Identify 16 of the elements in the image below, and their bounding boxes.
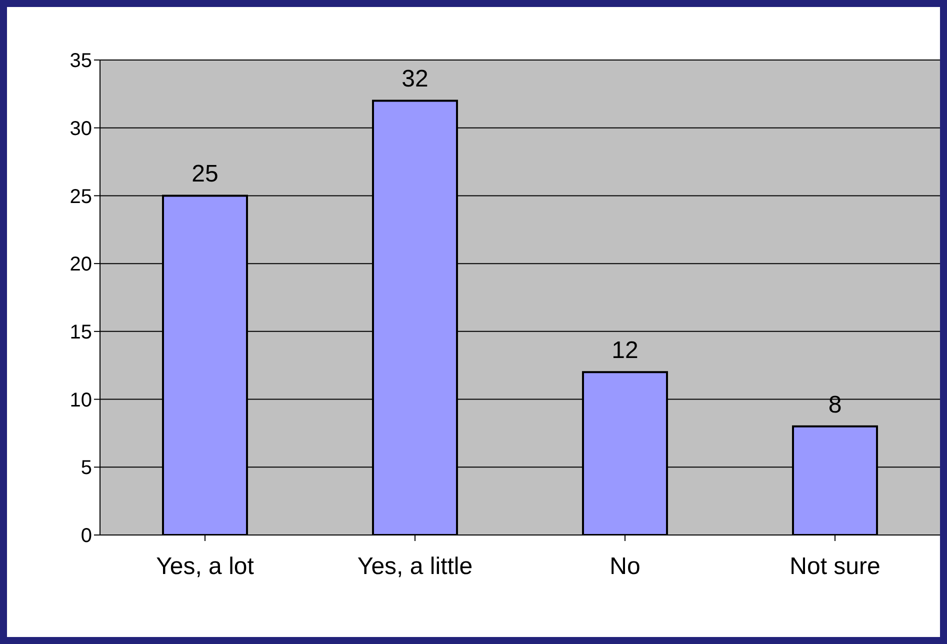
x-tick-label: Yes, a lot <box>156 553 254 580</box>
x-tick-label: Not sure <box>790 553 880 580</box>
data-label: 25 <box>192 160 218 188</box>
y-tick-label: 0 <box>80 525 92 548</box>
data-label: 8 <box>828 391 842 418</box>
y-tick-label: 20 <box>70 254 92 276</box>
y-tick-label: 15 <box>70 322 92 344</box>
x-tick-label: No <box>610 553 640 580</box>
y-tick-label: 30 <box>70 118 92 140</box>
data-label: 32 <box>402 66 428 93</box>
y-tick-label: 5 <box>80 457 92 480</box>
y-tick-label: 25 <box>70 186 92 208</box>
x-tick-label: Yes, a little <box>357 553 473 580</box>
y-tick-label: 35 <box>70 50 92 72</box>
y-tick-label: 10 <box>70 389 92 412</box>
data-label: 12 <box>612 337 638 364</box>
